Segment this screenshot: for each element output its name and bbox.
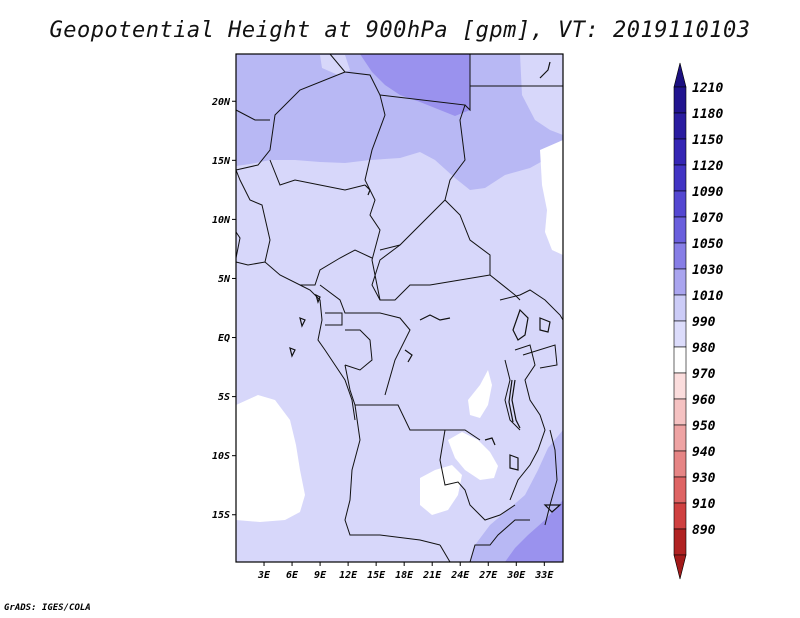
lon-tick-label: 30E bbox=[506, 570, 526, 581]
country-borders bbox=[235, 53, 564, 563]
colorbar-level-label: 1010 bbox=[692, 289, 723, 304]
colorbar-segment bbox=[673, 320, 687, 348]
lat-tick-label: 20N bbox=[211, 97, 231, 108]
lat-tick-label: 5N bbox=[218, 274, 231, 285]
lat-tick-label: 15N bbox=[212, 156, 231, 167]
colorbar-segment bbox=[673, 268, 687, 296]
lat-tick-label: 5S bbox=[218, 392, 230, 403]
lakes-and-islands bbox=[289, 61, 562, 513]
colorbar: 1210 1180 1150 1120 1090 1070 1050 1030 1010 990 9… bbox=[673, 62, 723, 580]
colorbar-level-label: 1050 bbox=[692, 237, 723, 252]
longitude-axis: 3E 6E 9E 12E 15E 18E 21E 24E 27E 30E 33E bbox=[257, 562, 554, 581]
colorbar-level-label: 930 bbox=[692, 471, 716, 486]
low-height-region-east bbox=[448, 432, 498, 480]
colorbar-top-arrow bbox=[673, 62, 687, 88]
colorbar-segment bbox=[673, 424, 687, 452]
lat-tick-label: 10S bbox=[212, 451, 230, 462]
lon-tick-label: 15E bbox=[367, 570, 386, 581]
low-height-region-west bbox=[236, 395, 305, 522]
high-height-region-north bbox=[236, 54, 563, 190]
colorbar-segment bbox=[673, 450, 687, 478]
colorbar-level-label: 910 bbox=[692, 497, 716, 512]
colorbar-segment bbox=[673, 138, 687, 166]
lat-tick-label: 15S bbox=[212, 510, 230, 521]
colorbar-level-label: 1150 bbox=[692, 133, 723, 148]
lon-tick-label: 21E bbox=[422, 570, 442, 581]
lat-tick-label: 10N bbox=[212, 215, 231, 226]
lon-tick-label: 24E bbox=[450, 570, 470, 581]
colorbar-segment bbox=[673, 216, 687, 244]
colorbar-segment bbox=[673, 112, 687, 140]
lon-tick-label: 6E bbox=[286, 570, 299, 581]
colorbar-level-label: 1030 bbox=[692, 263, 723, 278]
colorbar-level-label: 1090 bbox=[692, 185, 723, 200]
colorbar-bottom-arrow bbox=[673, 554, 687, 580]
colorbar-level-label: 970 bbox=[692, 367, 716, 382]
highest-height-region-southeast bbox=[505, 500, 563, 562]
lat-tick-label: EQ bbox=[218, 333, 230, 344]
coastline bbox=[235, 231, 356, 421]
colorbar-level-label: 1070 bbox=[692, 211, 723, 226]
colorbar-segment bbox=[673, 476, 687, 504]
low-height-region-east-edge bbox=[540, 140, 563, 255]
lon-tick-label: 18E bbox=[395, 570, 414, 581]
colorbar-segment bbox=[673, 528, 687, 556]
low-height-region-lake bbox=[468, 370, 492, 418]
lon-tick-label: 12E bbox=[339, 570, 358, 581]
colorbar-level-label: 950 bbox=[692, 419, 716, 434]
highest-height-region-north bbox=[360, 54, 470, 116]
colorbar-level-label: 1180 bbox=[692, 107, 723, 122]
colorbar-segment bbox=[673, 346, 687, 374]
lon-tick-label: 27E bbox=[478, 570, 498, 581]
colorbar-level-label: 980 bbox=[692, 341, 716, 356]
colorbar-level-label: 1210 bbox=[692, 81, 723, 96]
colorbar-level-label: 990 bbox=[692, 315, 716, 330]
low-height-region-central bbox=[420, 465, 462, 515]
colorbar-level-label: 960 bbox=[692, 393, 716, 408]
map-frame bbox=[235, 53, 564, 563]
map-panel bbox=[235, 53, 564, 563]
colorbar-level-label: 1120 bbox=[692, 159, 723, 174]
colorbar-segment bbox=[673, 190, 687, 218]
grads-credit: GrADS: IGES/COLA bbox=[4, 603, 91, 613]
colorbar-segment bbox=[673, 86, 687, 114]
lon-tick-label: 9E bbox=[314, 570, 327, 581]
map-title: Geopotential Height at 900hPa [gpm], VT:… bbox=[49, 18, 751, 43]
colorbar-level-label: 890 bbox=[692, 523, 716, 538]
colorbar-level-label: 940 bbox=[692, 445, 716, 460]
colorbar-segment bbox=[673, 164, 687, 192]
colorbar-segment bbox=[673, 398, 687, 426]
lon-tick-label: 33E bbox=[534, 570, 554, 581]
colorbar-segment bbox=[673, 294, 687, 322]
lon-tick-label: 3E bbox=[257, 570, 271, 581]
latitude-axis: 20N 15N 10N 5N EQ 5S 10S 15S bbox=[211, 97, 236, 521]
colorbar-segment bbox=[673, 242, 687, 270]
light-patch-north bbox=[320, 55, 350, 75]
colorbar-segment bbox=[673, 372, 687, 400]
high-height-region-northeast bbox=[520, 54, 563, 135]
colorbar-segment bbox=[673, 502, 687, 530]
